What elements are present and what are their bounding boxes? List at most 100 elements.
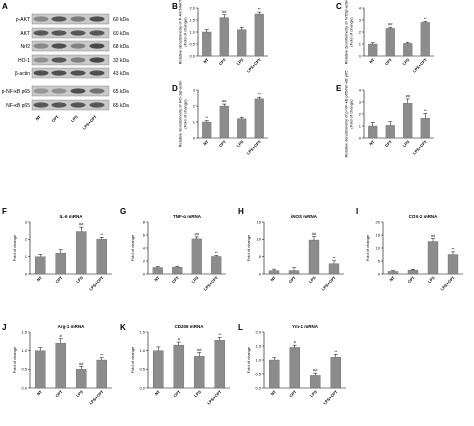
y-tick-label: 4 <box>143 245 146 250</box>
y-tick-label: 2 <box>359 111 362 116</box>
x-tick-label: CPT <box>218 57 228 67</box>
blot-band <box>89 16 105 22</box>
significance-mark: ## <box>388 22 393 27</box>
x-tick-label: LPS+CPT <box>203 275 220 292</box>
chart-panel-g: G TNF-α mRNA 0 2 4 6 8 Fold of change NT CPT ## LPS… <box>120 207 226 292</box>
blot-band <box>51 30 67 36</box>
blot-size: 65 kDa <box>113 103 129 109</box>
bar <box>211 256 222 275</box>
bar <box>288 270 300 275</box>
blot-band <box>70 16 86 22</box>
y-axis-label: Fold of change <box>365 234 370 261</box>
x-tick-label: LPS+CPT <box>320 275 337 292</box>
chart-title: CD206 mRNA <box>174 324 204 329</box>
y-axis-label: Fold of change <box>246 346 251 373</box>
lane-label: LPS+CPT <box>81 114 98 131</box>
y-tick-label: 0.0 <box>189 53 195 58</box>
significance-mark: ** <box>451 246 455 251</box>
significance-mark: ** <box>218 332 222 337</box>
chart-title: TNF-α mRNA <box>173 214 202 219</box>
chart-panel-j: J Arg-1 mRNA 0.0 0.5 1.0 1.5 Fold of change NT #… <box>2 323 112 406</box>
blot-band <box>51 57 67 63</box>
significance-mark: ** <box>424 16 428 21</box>
y-tick-label: 1 <box>25 254 28 259</box>
significance-mark: ## <box>222 9 227 14</box>
x-tick-label: LPS+CPT <box>246 57 263 74</box>
y-axis-label: Fold of change <box>12 346 17 373</box>
y-tick-label: 8 <box>143 219 146 224</box>
bar <box>214 340 226 389</box>
x-tick-label: NT <box>269 275 277 283</box>
lane-label: NT <box>34 114 42 122</box>
y-tick-label: 0.0 <box>21 385 27 390</box>
y-tick-label: 0 <box>259 271 262 276</box>
chart-panel-f: F IL-6 mRNA 0 1 2 3 Fold of change NT CPT ## LPS **… <box>2 207 112 292</box>
y-axis-label: (Fold of change) <box>349 17 354 47</box>
x-tick-label: NT <box>270 389 278 397</box>
y-tick-label: 0.5 <box>139 367 145 372</box>
y-axis-label: Fold of change <box>130 234 135 261</box>
bar <box>268 359 280 389</box>
x-tick-label: LPS <box>401 139 410 148</box>
panel-label: G <box>120 207 126 216</box>
bar <box>420 22 430 57</box>
y-tick-label: 3 <box>25 219 28 224</box>
x-tick-label: NT <box>154 389 162 397</box>
y-tick-label: 10 <box>257 237 262 242</box>
bar <box>387 271 399 275</box>
chart-title: IL-6 mRNA <box>59 214 83 219</box>
blot-band <box>33 16 49 22</box>
blot-band <box>51 70 67 76</box>
blot-label: β-actin <box>15 71 30 77</box>
significance-mark: ## <box>79 222 84 227</box>
x-tick-label: LPS <box>190 275 199 284</box>
panel-label: L <box>238 323 243 332</box>
x-tick-label: LPS <box>75 389 84 398</box>
bar <box>403 103 413 139</box>
y-axis-label: (Fold of change) <box>183 17 188 47</box>
y-tick-label: 0 <box>359 135 362 140</box>
x-tick-label: LPS+CPT <box>412 57 429 74</box>
x-tick-label: CPT <box>171 275 181 285</box>
blot-band <box>70 30 86 36</box>
x-tick-label: NT <box>36 389 44 397</box>
blot-size: 60 kDa <box>113 31 129 37</box>
bar <box>191 238 202 275</box>
significance-mark: ** <box>334 349 338 354</box>
bar <box>420 118 430 139</box>
y-tick-label: 15 <box>376 232 381 237</box>
y-tick-label: 1.0 <box>21 348 27 353</box>
x-tick-label: LPS <box>308 275 317 284</box>
bar <box>152 350 164 389</box>
bar <box>403 43 413 57</box>
significance-mark: ## <box>406 94 411 99</box>
significance-mark: ## <box>79 361 84 366</box>
bar <box>75 231 87 275</box>
bar <box>368 125 378 139</box>
bar <box>152 267 163 275</box>
y-tick-label: 4 <box>359 5 362 10</box>
blot-band <box>70 57 86 63</box>
y-tick-label: 0 <box>378 271 381 276</box>
blot-label: Nrf2 <box>21 44 31 50</box>
y-tick-label: 1.5 <box>21 329 27 334</box>
y-tick-label: 3 <box>193 87 196 92</box>
blot-label: HO-1 <box>18 58 30 64</box>
y-axis-label: Relative densitometry of P-AKT/AKT <box>178 0 183 64</box>
blot-row: AKT 60 kDa <box>20 27 129 39</box>
panel-label-a: A <box>2 2 8 11</box>
bar <box>237 118 247 139</box>
blot-band <box>51 102 67 108</box>
blot-band <box>33 102 49 108</box>
x-tick-label: LPS+CPT <box>246 139 263 156</box>
bar <box>202 121 212 139</box>
western-blot-panel: A p-AKT 60 kDa AKT 60 kDa Nrf2 68 kDa HO-1 32 k… <box>2 2 129 131</box>
x-tick-label: LPS <box>309 389 318 398</box>
significance-mark: # <box>178 337 181 342</box>
chart-title: Arg-1 mRNA <box>58 324 86 329</box>
y-tick-label: 2 <box>25 237 28 242</box>
bar <box>309 375 321 389</box>
significance-mark: # <box>60 333 63 338</box>
bar <box>268 270 280 275</box>
y-tick-label: 1.5 <box>139 329 145 334</box>
